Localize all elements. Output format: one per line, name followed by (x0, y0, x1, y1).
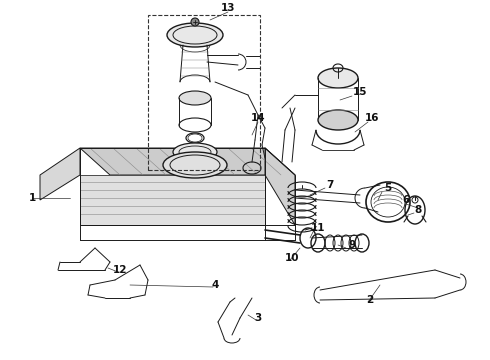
Polygon shape (265, 148, 295, 225)
Text: 5: 5 (384, 183, 392, 193)
Text: 11: 11 (311, 223, 325, 233)
Text: 7: 7 (326, 180, 334, 190)
Text: 10: 10 (285, 253, 299, 263)
Text: 9: 9 (348, 240, 356, 250)
Ellipse shape (318, 110, 358, 130)
Polygon shape (40, 148, 80, 200)
Text: 8: 8 (415, 205, 421, 215)
Text: 16: 16 (365, 113, 379, 123)
Ellipse shape (191, 18, 199, 26)
Bar (148, 15, 260, 170)
Ellipse shape (167, 23, 223, 47)
Text: 14: 14 (251, 113, 265, 123)
Text: 6: 6 (402, 195, 410, 205)
Text: 1: 1 (28, 193, 36, 203)
Text: 4: 4 (211, 280, 219, 290)
Text: 2: 2 (367, 295, 373, 305)
Polygon shape (80, 148, 295, 175)
Ellipse shape (318, 68, 358, 88)
Text: 12: 12 (113, 265, 127, 275)
Ellipse shape (179, 91, 211, 105)
Polygon shape (80, 175, 265, 225)
Text: 15: 15 (353, 87, 367, 97)
Ellipse shape (163, 152, 227, 178)
Ellipse shape (173, 143, 217, 161)
Text: 3: 3 (254, 313, 262, 323)
Text: 13: 13 (221, 3, 235, 13)
